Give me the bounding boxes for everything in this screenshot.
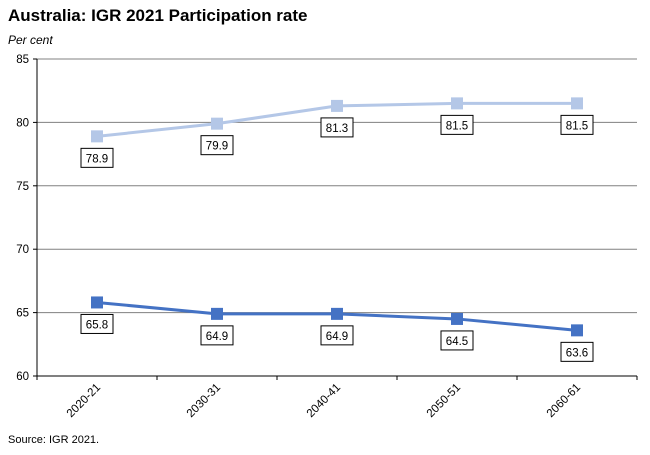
y-tick-label: 80 (16, 117, 29, 129)
data-point-marker (571, 324, 583, 337)
y-tick-label: 85 (16, 54, 29, 66)
y-tick-label: 75 (16, 181, 29, 193)
data-label-box (80, 313, 114, 334)
x-tick-label: 2020-21 (65, 382, 103, 420)
data-label-box (200, 135, 234, 156)
data-point-marker (211, 307, 223, 320)
y-tick-label: 60 (16, 371, 29, 383)
data-label-box (200, 325, 234, 346)
data-label: 64.9 (326, 331, 348, 343)
data-label-box (440, 330, 474, 351)
data-label-box (440, 114, 474, 135)
data-point-marker (331, 99, 343, 112)
source-note: Source: IGR 2021. (8, 434, 100, 446)
data-point-marker (451, 312, 463, 325)
data-label: 81.5 (566, 120, 588, 132)
data-point-marker (91, 130, 103, 143)
data-label-box (320, 117, 354, 138)
data-label: 81.3 (326, 123, 348, 135)
data-label-box (80, 147, 114, 168)
data-label-box (560, 114, 594, 135)
data-label: 81.5 (446, 120, 468, 132)
data-label: 63.6 (566, 347, 588, 359)
x-tick-label: 2060-61 (545, 382, 583, 420)
x-tick-label: 2030-31 (185, 382, 223, 420)
y-unit-label: Per cent (8, 33, 53, 47)
data-label-box (320, 325, 354, 346)
data-point-marker (91, 296, 103, 309)
y-tick-label: 70 (16, 244, 29, 256)
x-tick-label: 2040-41 (305, 382, 343, 420)
data-label: 79.9 (206, 141, 228, 153)
data-label: 64.9 (206, 331, 228, 343)
chart-title: Australia: IGR 2021 Participation rate (8, 6, 308, 25)
y-tick-label: 65 (16, 308, 29, 320)
data-point-marker (571, 97, 583, 110)
x-tick-label: 2050-51 (425, 382, 463, 420)
data-label: 78.9 (86, 153, 108, 165)
data-label-box (560, 341, 594, 362)
data-point-marker (331, 307, 343, 320)
data-label: 65.8 (86, 319, 108, 331)
data-point-marker (451, 97, 463, 110)
data-label: 64.5 (446, 336, 468, 348)
data-point-marker (211, 117, 223, 130)
